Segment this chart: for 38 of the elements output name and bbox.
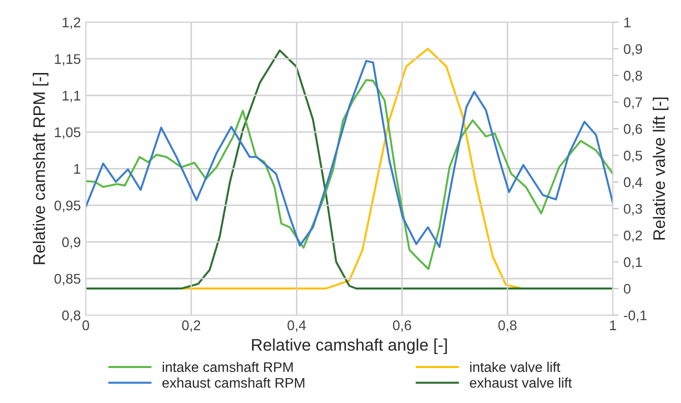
y2-tick-label: 0,1 [624, 257, 642, 269]
y2-tick-label: 0,2 [624, 230, 642, 242]
x-tick-label: 1 [610, 320, 616, 330]
x-axis-title: Relative camshaft angle [-] [252, 338, 447, 354]
y2-tick-label: -0,1 [624, 310, 647, 322]
y2-tick-label: 0,3 [624, 204, 642, 216]
y2-tick-label: 0 [624, 284, 630, 294]
y2-axis-title: Relative valve lift [-] [652, 98, 668, 240]
line-series [86, 49, 613, 290]
x-tick-label: 0 [82, 320, 90, 330]
y2-tick-label: 0,8 [624, 70, 642, 82]
y-tick-label: 0,8 [62, 310, 80, 322]
line-series [86, 79, 613, 270]
y-tick-label: 1,1 [62, 90, 80, 102]
y-tick-label: 0,85 [54, 274, 80, 286]
x-tick-label: 0,6 [392, 320, 412, 332]
legend-label: exhaust valve lift [470, 378, 572, 388]
x-tick-label: 0,8 [498, 320, 517, 332]
y-tick-label: 0,95 [54, 200, 80, 212]
legend-label: intake valve lift [470, 362, 560, 372]
y2-tick-label: 0,6 [624, 124, 642, 136]
line-series [180, 48, 524, 290]
legend-label: intake camshaft RPM [162, 362, 293, 372]
y2-tick-label: 1 [624, 18, 630, 28]
x-tick-label: 0,4 [288, 320, 306, 332]
y2-tick-label: 0,4 [624, 177, 642, 189]
y2-tick-label: 0,9 [624, 44, 642, 56]
y-tick-label: 1,05 [54, 127, 80, 139]
y2-tick-label: 0,7 [624, 97, 642, 109]
legend-label: exhaust camshaft RPM [162, 378, 304, 388]
x-tick-label: 0,2 [182, 320, 200, 332]
y-tick-label: 0,9 [62, 237, 80, 249]
y-axis-title: Relative camshaft RPM [-] [32, 73, 48, 264]
y2-tick-label: 0,5 [624, 150, 642, 162]
y-tick-label: 1 [74, 164, 80, 174]
line-series [86, 60, 613, 248]
y-tick-label: 1,2 [62, 18, 80, 29]
y-tick-label: 1,15 [54, 54, 80, 66]
